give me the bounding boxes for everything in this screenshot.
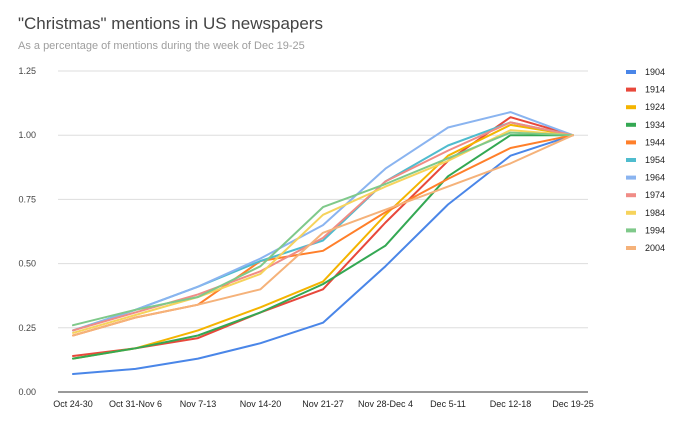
x-tick-label: Oct 31-Nov 6	[109, 399, 162, 409]
x-axis-ticks: Oct 24-30 Oct 31-Nov 6 Nov 7-13 Nov 14-20 No…	[53, 399, 594, 409]
gridlines	[58, 70, 588, 393]
legend-swatch-1974	[626, 193, 636, 198]
legend-label-1944: 1944	[645, 137, 665, 147]
y-tick-label: 0.25	[18, 323, 36, 333]
y-axis-ticks: 0.00 0.25 0.50 0.75 1.00 1.25	[18, 66, 36, 397]
legend-label-1954: 1954	[645, 155, 665, 165]
legend-swatch-2004	[626, 246, 636, 250]
legend-label-1934: 1934	[645, 120, 665, 130]
legend-swatch-1954	[626, 158, 636, 162]
series-line-1964	[72, 111, 574, 332]
y-tick-label: 1.00	[18, 130, 36, 140]
y-tick-label: 0.75	[18, 194, 36, 204]
chart-title: "Christmas" mentions in US newspapers	[18, 14, 323, 33]
x-tick-label: Oct 24-30	[53, 399, 93, 409]
series-line-1924	[72, 123, 574, 360]
legend-label-1974: 1974	[645, 190, 665, 200]
x-tick-label: Nov 7-13	[180, 399, 217, 409]
x-tick-label: Dec 19-25	[552, 399, 594, 409]
series-line-1984	[72, 129, 574, 334]
legend-label-1984: 1984	[645, 208, 665, 218]
x-tick-label: Nov 14-20	[240, 399, 282, 409]
series-line-1994	[72, 131, 574, 327]
legend-swatch-1944	[626, 140, 636, 145]
legend-label-1964: 1964	[645, 173, 665, 183]
series-line-2004	[72, 134, 574, 337]
series-lines	[72, 111, 574, 375]
legend-swatch-1934	[626, 122, 636, 127]
y-tick-label: 0.50	[18, 259, 36, 269]
legend-label-1994: 1994	[645, 225, 665, 235]
legend-swatch-1924	[626, 105, 636, 110]
series-line-1904	[72, 134, 574, 375]
x-tick-label: Nov 21-27	[302, 399, 344, 409]
x-tick-label: Dec 12-18	[490, 399, 532, 409]
x-tick-label: Nov 28-Dec 4	[358, 399, 413, 409]
legend-swatch-1904	[626, 70, 636, 74]
chart-subtitle: As a percentage of mentions during the w…	[18, 40, 305, 52]
legend-label-1904: 1904	[645, 67, 665, 77]
legend-label-1914: 1914	[645, 85, 665, 95]
y-tick-label: 1.25	[18, 66, 36, 76]
series-line-1934	[72, 134, 574, 360]
legend-label-1924: 1924	[645, 102, 665, 112]
legend-swatch-1914	[626, 87, 636, 92]
legend: 1904 1914 1924 1934 1944 1954 1964 1974 1984 1994…	[626, 67, 665, 253]
x-tick-label: Dec 5-11	[430, 399, 466, 409]
legend-swatch-1994	[626, 228, 636, 233]
legend-swatch-1984	[626, 210, 636, 215]
legend-swatch-1964	[626, 175, 636, 180]
legend-label-2004: 2004	[645, 243, 665, 253]
y-tick-label: 0.00	[18, 387, 36, 397]
